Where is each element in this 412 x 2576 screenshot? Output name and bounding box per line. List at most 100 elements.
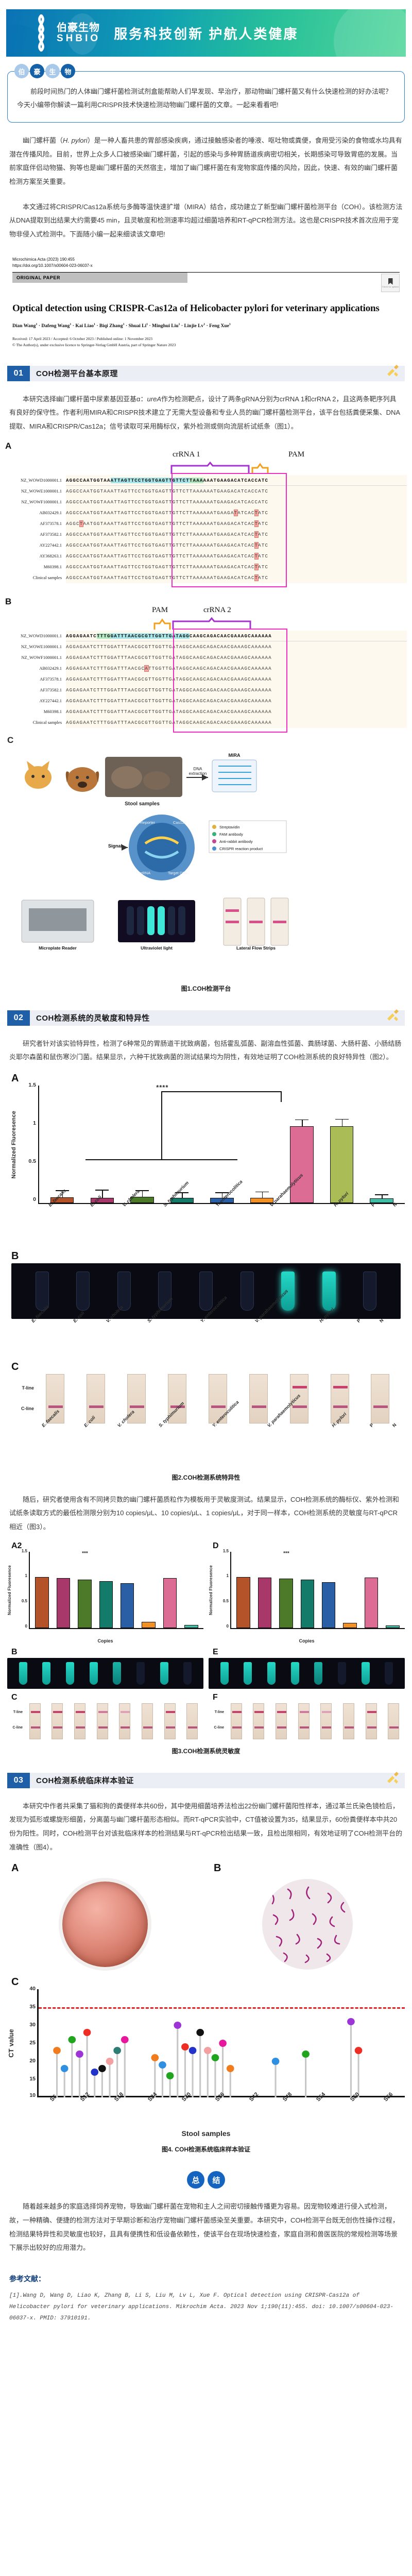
aln-b-seq-3: AGGAGAATCTTTGGATTTAACGCATTGGTTGATAGGCAAG… bbox=[66, 665, 272, 672]
h-pylori-italic: H. pylori bbox=[63, 137, 88, 144]
aln-b-name-5: AF373582.1 bbox=[40, 687, 62, 692]
workflow-figure-c: C Stool samples DNA extracti bbox=[5, 733, 409, 977]
mira-label: MIRA bbox=[229, 753, 241, 758]
sparkle-icon-2 bbox=[387, 1009, 399, 1021]
uv-tube-3 bbox=[158, 1271, 172, 1311]
alignment-b-names: NZ_WOWD1000001.1 NZ_WOWE1000001.1 NZ_WOW… bbox=[5, 631, 66, 728]
fig3d-x-title: Copies bbox=[299, 1638, 315, 1643]
aln-b-name-0: NZ_WOWD1000001.1 bbox=[20, 633, 62, 638]
fig3e-tube-6 bbox=[361, 1662, 370, 1685]
aln-b-name-4: AF373578.1 bbox=[40, 676, 62, 682]
fig3a-bar-6 bbox=[163, 1578, 177, 1628]
ct-ytick-25: 25 bbox=[29, 2040, 36, 2046]
aln-b-seq-8: AGGAGAATCTTTGGATTTAACGCGTTGGTTGATAGGCAAG… bbox=[66, 719, 272, 725]
fig2-y-axis-title: Normalized Fluoresence bbox=[11, 1111, 17, 1179]
paper-title: Optical detection using CRISPR-Cas12a of… bbox=[12, 303, 380, 314]
agar-plate-photo bbox=[7, 1875, 202, 1973]
section-02-body: 研究者针对该实验特异性，检测了6种常见的胃肠道干扰致病菌，包括霍乱弧菌、副溶血性… bbox=[9, 1039, 402, 1061]
workflow-diagram: Stool samples DNA extraction MIRA Strept bbox=[7, 745, 409, 972]
fig4-panel-b-letter: B bbox=[214, 1862, 221, 1874]
fig2-bar-5 bbox=[250, 1191, 274, 1203]
legend-streptavidin: Streptavidin bbox=[219, 825, 240, 829]
aln-a-name-8: M60398.1 bbox=[43, 564, 62, 569]
fig2-bar-1 bbox=[90, 1190, 114, 1203]
pam-label-b: PAM bbox=[152, 605, 168, 614]
figure-4-caption: 图4. COH检测系统临床样本验证 bbox=[161, 2146, 250, 2154]
fig4-panel-b: B bbox=[210, 1862, 405, 1973]
fig2-significance-bracket bbox=[85, 1091, 282, 1160]
fig3c-strip-0 bbox=[29, 1703, 41, 1739]
section-02-title: COH检测系统的灵敏度和特异性 bbox=[36, 1014, 150, 1023]
fig2-bar-8 bbox=[370, 1194, 393, 1203]
shbio-dna-logo-icon bbox=[30, 14, 54, 52]
ct-ytick-35: 35 bbox=[29, 2004, 36, 2010]
ct-value-chart: CT value 40 35 30 25 20 15 10 bbox=[7, 1986, 405, 2098]
fig3-panel-c-letter: C bbox=[11, 1692, 18, 1702]
dna-extraction-label: DNA bbox=[194, 767, 203, 771]
fig3c-strip-1 bbox=[52, 1703, 63, 1739]
cat-dog-illustration bbox=[25, 760, 99, 792]
fig3c-tline: T-line bbox=[13, 1710, 23, 1714]
fig3b-tube-6 bbox=[160, 1662, 168, 1685]
panel-letter-a: A bbox=[5, 440, 12, 451]
section-01-body: 本研究选择幽门螺杆菌中尿素基因亚基α：ureA作为检测靶点，设计了两条gRNA分… bbox=[9, 393, 403, 434]
strip-5 bbox=[249, 1374, 268, 1423]
fig3d-bar-7 bbox=[386, 1625, 400, 1628]
section-03-number: 03 bbox=[7, 1772, 30, 1788]
strip-2 bbox=[127, 1374, 146, 1423]
journal-doi: https://doi.org/10.1007/s00604-023-06037… bbox=[12, 263, 93, 268]
author-3: Kai Liao bbox=[75, 324, 94, 329]
fig2-ytick-1.5: 1.5 bbox=[28, 1081, 36, 1088]
uv-tube-1 bbox=[76, 1271, 90, 1311]
fig3c-strip-6 bbox=[164, 1703, 176, 1739]
fig3a-bar-4 bbox=[120, 1583, 134, 1628]
figure-3-caption: 图3.COH检测系统灵敏度 bbox=[171, 1747, 241, 1755]
summary-badge-1: 总 bbox=[187, 2171, 204, 2189]
fig2-panel-b-letter: B bbox=[11, 1250, 19, 1262]
fig3-right-column: D Normalized Fluoresence 1.5 1 0.5 0 *** bbox=[209, 1541, 405, 1739]
section-01: 01 COH检测平台基本原理 bbox=[7, 364, 405, 381]
callout-badge-1: 伯 bbox=[14, 64, 29, 78]
author-1-sup: 1 bbox=[36, 323, 38, 327]
aln-b-name-1: NZ_WOWE1000001.1 bbox=[21, 643, 62, 649]
crrna1-label: crRNA 1 bbox=[173, 450, 200, 459]
aln-a-name-1: NZ_WOWE1000001.1 bbox=[21, 488, 62, 494]
ct-threshold-line bbox=[39, 2007, 405, 2009]
ct-x-labels: S6 S12 S18 S24 S30 S36 S42 S48 S54 S60 S… bbox=[37, 2091, 405, 2127]
fig3d-ytick-2: 1 bbox=[226, 1573, 229, 1578]
aln-a-seq-7: AGGCCAATGGTAAATTAGTTCCTGGTGAGTTGTTCTTAAA… bbox=[66, 552, 269, 560]
svg-text:extraction: extraction bbox=[189, 771, 207, 776]
fig3b-uv-tubes bbox=[7, 1657, 203, 1689]
author-8: Feng Xue bbox=[209, 324, 229, 329]
fig3b-tube-0 bbox=[19, 1662, 27, 1685]
intro-paragraph-1: 幽门螺杆菌（H. pylori）是一种人畜共患的胃部感染疾病，通过接触感染者的唾… bbox=[9, 134, 403, 189]
fig3-panel-d-letter: D bbox=[213, 1541, 219, 1550]
author-6: Minghui Liu bbox=[152, 324, 179, 329]
aln-a-name-5: AF373582.1 bbox=[40, 531, 62, 537]
fig3a-ytick-1: 0.5 bbox=[21, 1598, 27, 1603]
fig3d-bar-2 bbox=[279, 1579, 293, 1628]
fig2-panel-c-letter: C bbox=[11, 1361, 19, 1372]
fig3a-significance: *** bbox=[82, 1550, 88, 1556]
alignment-figure-b: B PAM crRNA 2 NZ_WOWD1000001.1 NZ_WOWE10… bbox=[5, 597, 407, 733]
fig2c-x-labels: E. faecalis E. coli V. cholera S. typhim… bbox=[31, 1393, 405, 1466]
fig3d-bar-1 bbox=[258, 1578, 272, 1628]
aln-a-seq-6: AGGCCAATGGTAAATTAGTTCCTGGTGAGTTGTTCTTAAA… bbox=[66, 541, 269, 549]
strip-7 bbox=[330, 1374, 349, 1423]
figure-1-caption: 图1.COH检测平台 bbox=[181, 985, 231, 992]
fig3d-ytick-3: 1.5 bbox=[222, 1548, 229, 1553]
fig3d-bar-0 bbox=[236, 1577, 250, 1628]
fig2-x-labels: E. faecalis E. coli V. cholera S. typhim… bbox=[38, 1173, 405, 1250]
intro-callout: 伯 豪 生 物 前段时间热门的人体幽门螺杆菌检测试剂盒能帮助人们早发现、早治疗，… bbox=[7, 64, 405, 123]
aln-a-name-7: AY368263.1 bbox=[39, 553, 62, 558]
author-1: Dian Wang bbox=[12, 324, 36, 329]
fig3a-x-title: Copies bbox=[97, 1638, 113, 1643]
ct-ytick-15: 15 bbox=[29, 2076, 36, 2082]
fig3b-tube-7 bbox=[183, 1662, 192, 1685]
lateral-flow-strips-graphic bbox=[223, 897, 289, 946]
fig2-ytick-0.0: 0 bbox=[33, 1196, 36, 1202]
ct-ytick-30: 30 bbox=[29, 2022, 36, 2028]
fig3d-y-title: Normalized Fluoresence bbox=[209, 1565, 213, 1616]
figure-2: A Normalized Fluoresence 1.5 1 0.5 0 ***… bbox=[7, 1073, 405, 1466]
aln-b-name-7: M60398.1 bbox=[43, 708, 62, 714]
